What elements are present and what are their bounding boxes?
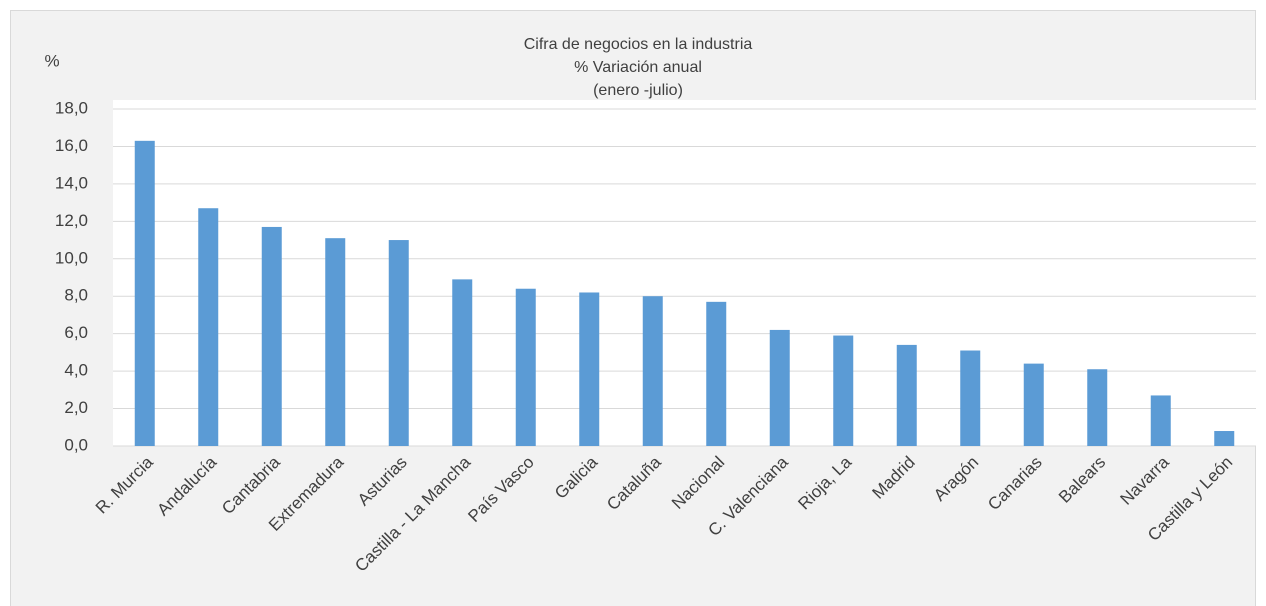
y-tick-label: 2,0 <box>64 398 88 417</box>
plot-area <box>113 100 1256 446</box>
bar <box>769 329 790 446</box>
bar <box>198 208 219 446</box>
y-axis-label: % <box>44 51 59 70</box>
bar <box>1023 363 1044 446</box>
y-tick-label: 4,0 <box>64 361 88 380</box>
y-tick-label: 14,0 <box>55 173 88 192</box>
y-tick-label: 16,0 <box>55 136 88 155</box>
bar <box>579 292 600 446</box>
bar <box>960 350 981 446</box>
bar <box>134 140 155 447</box>
y-tick-label: 18,0 <box>55 98 88 117</box>
bar <box>452 279 473 446</box>
bar <box>515 288 536 446</box>
bar <box>261 226 282 446</box>
y-tick-label: 8,0 <box>64 286 88 305</box>
bar <box>706 301 727 446</box>
bar <box>833 335 854 446</box>
bar <box>388 240 409 446</box>
chart-title: Cifra de negocios en la industria <box>524 36 753 53</box>
chart-subtitle: % Variación anual <box>574 59 702 76</box>
bar <box>896 344 917 446</box>
y-tick-label: 12,0 <box>55 211 88 230</box>
y-tick-label: 0,0 <box>64 435 88 454</box>
bar <box>642 296 663 446</box>
bar <box>1087 369 1108 446</box>
y-tick-label: 6,0 <box>64 323 88 342</box>
bar <box>1214 431 1235 446</box>
chart-subtitle: (enero -julio) <box>593 82 683 99</box>
bar <box>325 238 346 446</box>
y-tick-label: 10,0 <box>55 248 88 267</box>
bar <box>1150 395 1171 446</box>
